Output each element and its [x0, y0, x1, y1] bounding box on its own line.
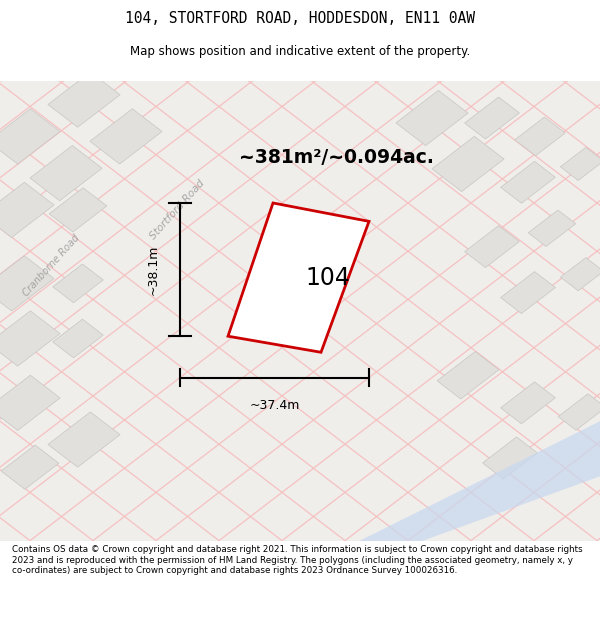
Polygon shape [53, 264, 103, 302]
Polygon shape [396, 91, 468, 146]
Text: ~381m²/~0.094ac.: ~381m²/~0.094ac. [239, 148, 433, 166]
Polygon shape [48, 72, 120, 127]
Text: Cranborne Road: Cranborne Road [21, 232, 81, 298]
Polygon shape [500, 272, 556, 314]
Text: Map shows position and indicative extent of the property.: Map shows position and indicative extent… [130, 45, 470, 58]
Text: 104: 104 [305, 266, 350, 290]
Polygon shape [360, 421, 600, 564]
Text: Contains OS data © Crown copyright and database right 2021. This information is : Contains OS data © Crown copyright and d… [12, 546, 583, 575]
Polygon shape [515, 117, 565, 156]
Polygon shape [49, 188, 107, 232]
Polygon shape [48, 412, 120, 467]
Polygon shape [464, 97, 520, 139]
Polygon shape [228, 203, 369, 352]
Polygon shape [560, 258, 600, 291]
Text: Stortford Road: Stortford Road [148, 178, 206, 241]
Polygon shape [464, 226, 520, 268]
Polygon shape [437, 351, 499, 399]
Polygon shape [482, 437, 538, 479]
Polygon shape [90, 109, 162, 164]
Polygon shape [432, 136, 504, 191]
Polygon shape [500, 382, 556, 424]
Polygon shape [560, 148, 600, 181]
Polygon shape [0, 109, 60, 164]
Text: ~38.1m: ~38.1m [146, 244, 160, 295]
Polygon shape [500, 161, 556, 203]
Polygon shape [528, 210, 576, 246]
Polygon shape [0, 256, 54, 311]
Text: 104, STORTFORD ROAD, HODDESDON, EN11 0AW: 104, STORTFORD ROAD, HODDESDON, EN11 0AW [125, 11, 475, 26]
Polygon shape [0, 375, 60, 431]
Polygon shape [558, 394, 600, 430]
Text: ~37.4m: ~37.4m [250, 399, 299, 412]
Polygon shape [0, 182, 54, 238]
Polygon shape [53, 319, 103, 358]
Polygon shape [0, 311, 60, 366]
Polygon shape [1, 445, 59, 489]
Polygon shape [30, 146, 102, 201]
